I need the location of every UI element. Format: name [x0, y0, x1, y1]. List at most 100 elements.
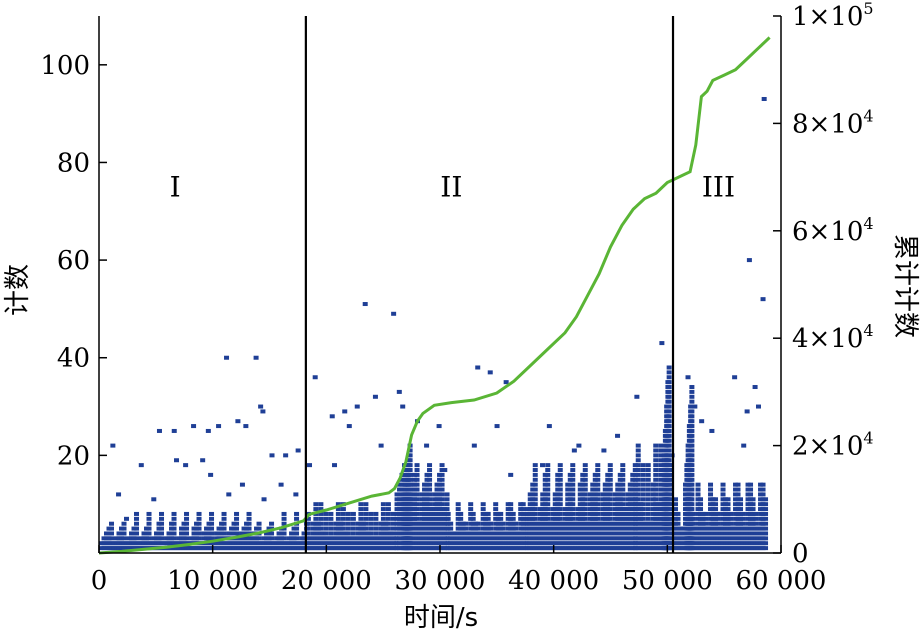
count-marker — [427, 541, 433, 546]
count-marker — [358, 536, 364, 541]
count-marker — [206, 526, 212, 531]
count-marker — [710, 507, 716, 512]
count-marker — [689, 507, 695, 512]
count-marker — [689, 521, 695, 526]
count-marker — [308, 536, 314, 541]
count-marker — [740, 516, 746, 521]
count-marker — [630, 536, 636, 541]
count-marker — [620, 482, 626, 487]
count-marker — [259, 546, 265, 551]
count-marker — [191, 526, 197, 531]
count-marker — [695, 497, 701, 502]
count-marker — [666, 438, 672, 443]
count-marker — [562, 541, 568, 546]
count-marker — [383, 526, 389, 531]
count-marker — [555, 492, 561, 497]
count-marker — [612, 546, 618, 551]
count-marker — [281, 526, 287, 531]
count-marker — [600, 536, 606, 541]
count-marker — [575, 511, 581, 516]
count-marker — [424, 487, 430, 492]
count-marker — [412, 497, 418, 502]
count-marker — [468, 531, 474, 536]
count-marker — [294, 546, 300, 551]
count-marker — [343, 531, 349, 536]
count-marker — [740, 536, 746, 541]
count-marker — [510, 536, 516, 541]
count-marker — [633, 492, 639, 497]
count-marker — [575, 531, 581, 536]
count-marker — [448, 546, 454, 551]
count-marker — [417, 546, 423, 551]
count-marker — [666, 394, 672, 399]
count-marker — [590, 536, 596, 541]
count-marker — [570, 526, 576, 531]
count-marker — [530, 516, 536, 521]
count-marker — [116, 536, 122, 541]
count-marker — [653, 541, 659, 546]
count-marker — [595, 497, 601, 502]
count-marker — [666, 482, 672, 487]
count-marker — [241, 531, 247, 536]
count-marker — [580, 502, 586, 507]
count-marker — [151, 536, 157, 541]
count-marker — [414, 531, 420, 536]
count-marker — [617, 541, 623, 546]
count-marker — [582, 472, 588, 477]
count-marker — [119, 526, 125, 531]
count-marker — [607, 472, 613, 477]
count-marker — [493, 507, 499, 512]
count-marker — [407, 521, 413, 526]
count-marker — [570, 472, 576, 477]
count-marker — [437, 477, 443, 482]
count-marker — [760, 536, 766, 541]
count-marker — [630, 511, 636, 516]
count-marker — [510, 516, 516, 521]
count-marker — [570, 536, 576, 541]
count-marker — [570, 492, 576, 497]
count-marker — [510, 526, 516, 531]
count-marker — [209, 546, 215, 551]
count-marker — [570, 531, 576, 536]
count-marker — [385, 507, 391, 512]
count-marker — [666, 428, 672, 433]
count-marker — [728, 536, 734, 541]
count-marker — [485, 526, 491, 531]
count-marker — [422, 516, 428, 521]
count-marker — [510, 531, 516, 536]
count-marker — [186, 546, 192, 551]
count-marker — [196, 526, 202, 531]
count-marker — [141, 531, 147, 536]
count-marker — [728, 541, 734, 546]
count-marker — [715, 546, 721, 551]
count-marker — [577, 492, 583, 497]
count-marker — [390, 526, 396, 531]
count-marker — [745, 516, 751, 521]
count-marker — [169, 531, 175, 536]
count-marker — [758, 492, 764, 497]
count-marker — [363, 521, 369, 526]
count-marker — [363, 541, 369, 546]
count-marker — [427, 511, 433, 516]
count-marker — [437, 541, 443, 546]
count-marker — [710, 521, 716, 526]
count-marker — [429, 511, 435, 516]
count-marker — [455, 536, 461, 541]
count-marker — [483, 526, 489, 531]
count-marker — [383, 531, 389, 536]
count-marker — [144, 526, 150, 531]
count-point — [312, 375, 318, 380]
count-marker — [106, 531, 112, 536]
count-marker — [698, 531, 704, 536]
count-marker — [708, 497, 714, 502]
count-marker — [419, 541, 425, 546]
count-marker — [622, 536, 628, 541]
count-marker — [635, 497, 641, 502]
count-marker — [414, 526, 420, 531]
count-marker — [666, 375, 672, 380]
count-marker — [567, 492, 573, 497]
count-marker — [733, 507, 739, 512]
count-marker — [527, 492, 533, 497]
count-point — [685, 375, 691, 380]
count-marker — [592, 521, 598, 526]
